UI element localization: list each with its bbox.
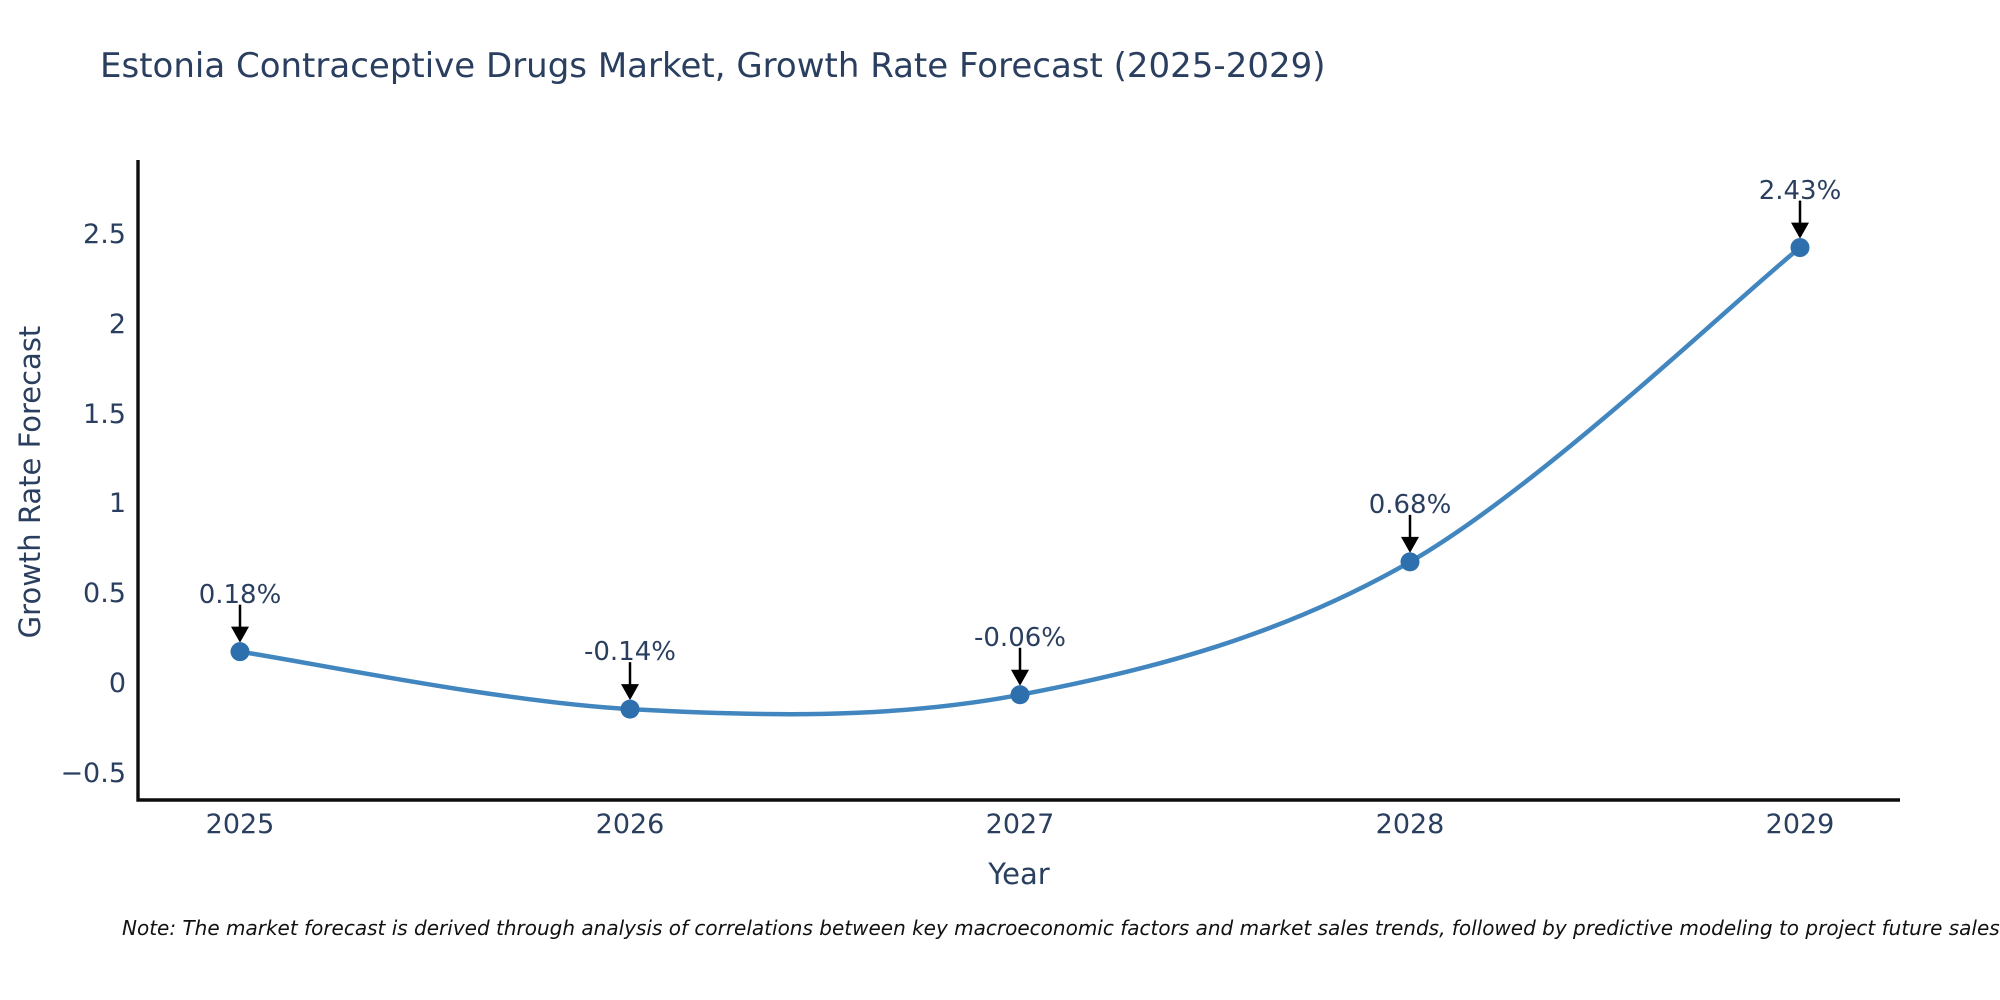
footnote: Note: The market forecast is derived thr… [122,916,2000,940]
annotation-arrowhead [231,626,249,643]
annotation-arrowhead [1011,669,1029,686]
y-tick-label: 1 [108,488,126,520]
y-tick-label: 0 [108,668,126,699]
chart-title: Estonia Contraceptive Drugs Market, Grow… [100,46,1326,86]
trend-line [237,245,1803,717]
y-tick-label: 2 [108,308,126,340]
data-point-marker [230,642,250,662]
x-tick-label: 2028 [1375,809,1445,840]
y-tick-label: 1.5 [83,398,126,430]
point-value-label: -0.14% [584,637,676,668]
point-value-label: -0.06% [974,622,1066,653]
x-axis-title: Year [988,857,1050,891]
annotation-arrowhead [1791,222,1809,239]
x-tick-label: 2027 [985,809,1055,840]
axis-lines [136,160,1900,802]
annotation-arrowhead [621,684,639,701]
y-tick-label: 0.5 [83,578,126,610]
x-tick-label: 2025 [205,809,275,840]
data-point-marker [1010,685,1030,705]
annotation-arrowhead [1401,536,1419,553]
y-tick-label: −0.5 [60,757,126,789]
data-point-marker [1400,552,1420,572]
x-tick-label: 2026 [595,809,665,840]
y-tick-label: 2.5 [83,219,126,250]
x-tick-label: 2029 [1765,809,1835,840]
point-value-label: 0.68% [1368,489,1452,520]
data-point-marker [1790,238,1810,258]
data-point-marker [620,699,640,719]
point-value-label: 2.43% [1758,175,1842,206]
point-value-label: 0.18% [198,579,282,610]
